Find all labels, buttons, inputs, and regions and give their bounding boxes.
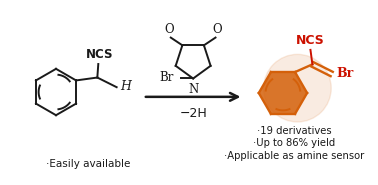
Text: Br: Br: [160, 71, 174, 84]
Circle shape: [263, 54, 331, 122]
Text: ·Up to 86% yield: ·Up to 86% yield: [253, 138, 336, 148]
Text: O: O: [213, 23, 222, 36]
Text: H: H: [121, 80, 132, 93]
Text: O: O: [164, 23, 174, 36]
Text: ·19 derivatives: ·19 derivatives: [257, 126, 332, 136]
Text: ·Applicable as amine sensor: ·Applicable as amine sensor: [225, 151, 365, 161]
Text: −2H: −2H: [179, 107, 207, 120]
Polygon shape: [259, 72, 307, 114]
Text: ·Easily available: ·Easily available: [46, 159, 131, 169]
Text: NCS: NCS: [85, 48, 113, 61]
Text: N: N: [188, 83, 198, 96]
Text: Br: Br: [336, 67, 354, 80]
Text: NCS: NCS: [296, 34, 325, 47]
